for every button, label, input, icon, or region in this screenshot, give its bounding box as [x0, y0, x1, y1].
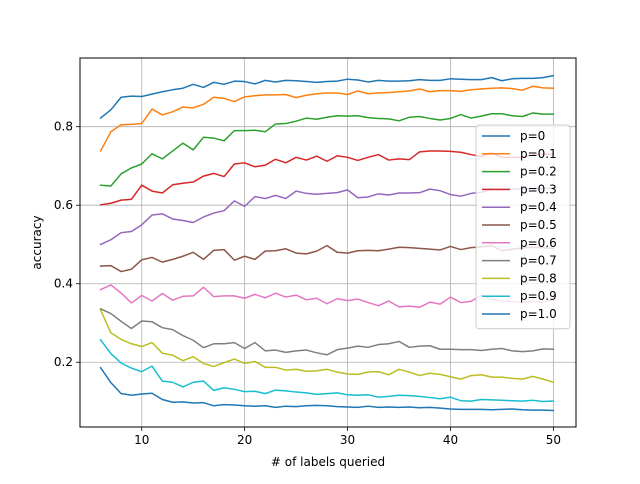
y-tick-label: 0.8: [54, 120, 73, 134]
x-tick-label: 50: [546, 433, 561, 447]
y-axis-label: accuracy: [30, 215, 44, 269]
legend-entry-label: p=0: [520, 129, 545, 143]
series-line-p-0-9: [99, 338, 555, 403]
legend-entry-label: p=0.4: [520, 200, 557, 214]
plot-frame: [79, 57, 577, 428]
x-tick-label: 40: [443, 433, 458, 447]
legend-entry-label: p=0.7: [520, 254, 557, 268]
legend-entry-label: p=0.9: [520, 289, 557, 303]
series-line-p-0-8: [99, 309, 555, 384]
legend-entry-label: p=0.2: [520, 165, 557, 179]
series-line-p-0-7: [99, 307, 555, 356]
legend-entry-label: p=0.6: [520, 236, 557, 250]
legend: p=0 p=0.1 p=0.2 p=0.3 p=0.4 p=0.5 p=0.6 p=0.7 p=…: [475, 124, 571, 330]
x-axis-ticks: 10 20 30 40 50: [134, 427, 561, 447]
y-axis-ticks: 0.2 0.4 0.6 0.8: [54, 120, 80, 369]
x-axis-label: # of labels queried: [271, 455, 385, 469]
series-line-p-1-0: [99, 366, 555, 412]
series-line-p-0: [99, 74, 555, 120]
y-tick-label: 0.6: [54, 198, 73, 212]
x-tick-label: 10: [134, 433, 149, 447]
legend-entry-label: p=0.3: [520, 182, 557, 196]
series-line-p-0-2: [99, 112, 555, 187]
legend-entry-label: p=0.8: [520, 271, 557, 285]
y-tick-label: 0.2: [54, 355, 73, 369]
legend-entry-label: p=0.1: [520, 147, 557, 161]
x-tick-label: 20: [237, 433, 252, 447]
legend-entry-label: p=0.5: [520, 218, 557, 232]
x-tick-label: 30: [340, 433, 355, 447]
legend-entry-label: p=1.0: [520, 307, 557, 321]
series-line-p-0-1: [99, 85, 555, 153]
y-tick-label: 0.4: [54, 277, 73, 291]
